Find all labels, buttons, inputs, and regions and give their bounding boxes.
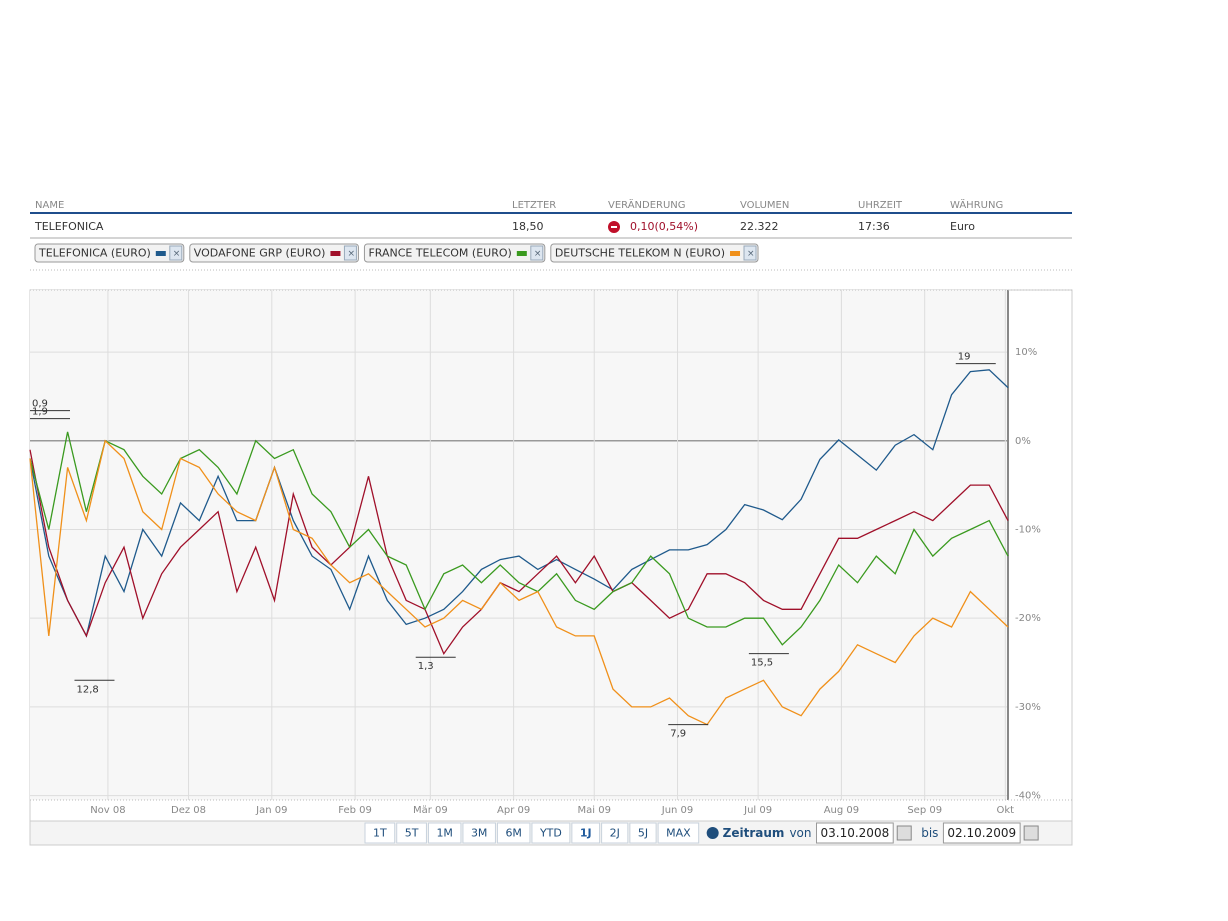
range-label: Zeitraum: [723, 826, 785, 840]
period-label: 5J: [638, 827, 648, 840]
from-label: von: [789, 826, 811, 840]
y-tick-label: -10%: [1015, 524, 1041, 535]
legend-swatch: [730, 251, 741, 256]
period-button[interactable]: [496, 822, 531, 844]
x-tick-label: Feb 09: [338, 805, 372, 816]
y-tick-label: -40%: [1015, 791, 1041, 802]
stock-name: TELEFONICA: [34, 220, 104, 233]
legend-swatch: [155, 251, 166, 256]
legend-close[interactable]: [530, 245, 544, 261]
period-label: 3M: [471, 827, 488, 840]
legend-chip[interactable]: [550, 243, 759, 263]
period-label: 6M: [505, 827, 522, 840]
column-header: LETZTER: [512, 200, 556, 211]
period-button[interactable]: [601, 822, 629, 844]
column-header: VOLUMEN: [740, 200, 789, 211]
annotation: 0,9: [32, 399, 48, 410]
legend-close-x: ×: [173, 249, 181, 259]
period-label: YTD: [539, 827, 562, 840]
legend-close[interactable]: [743, 245, 757, 261]
period-button[interactable]: [629, 822, 657, 844]
calendar-button[interactable]: [1023, 825, 1039, 841]
y-tick-label: -30%: [1015, 702, 1041, 713]
x-tick-label: Nov 08: [90, 805, 125, 816]
period-button[interactable]: [427, 822, 462, 844]
legend-chip[interactable]: [34, 243, 185, 263]
to-label: bis: [921, 826, 938, 840]
period-button[interactable]: [531, 822, 571, 844]
x-tick-label: Aug 09: [824, 805, 859, 816]
annotation: 19: [958, 352, 971, 363]
series-line: [29, 431, 1009, 646]
x-tick-label: Sep 09: [907, 805, 942, 816]
legend-close-x: ×: [747, 249, 755, 259]
date-value: 02.10.2009: [947, 826, 1016, 840]
column-header: VERÄNDERUNG: [608, 198, 686, 211]
legend-close[interactable]: [169, 245, 183, 261]
legend-chip[interactable]: [363, 243, 546, 263]
y-tick-label: 0%: [1015, 436, 1031, 447]
x-tick-label: Okt: [997, 805, 1015, 816]
period-label: 1M: [436, 827, 453, 840]
period-button[interactable]: [364, 822, 396, 844]
legend-label: FRANCE TELECOM (EURO): [368, 247, 511, 260]
legend-chip[interactable]: [189, 243, 359, 263]
date-input[interactable]: [816, 822, 894, 844]
x-tick-label: Jan 09: [255, 805, 287, 816]
period-button[interactable]: [571, 822, 601, 844]
x-tick-label: Mär 09: [413, 805, 448, 816]
period-label: MAX: [666, 827, 691, 840]
period-button[interactable]: [396, 822, 427, 844]
series-line: [29, 439, 1009, 726]
x-tick-label: Apr 09: [497, 805, 530, 816]
annotation: 7,9: [670, 729, 686, 740]
date-input[interactable]: [942, 822, 1021, 844]
cell: 22.322: [740, 220, 779, 233]
x-tick-label: Jul 09: [743, 805, 772, 816]
cell: Euro: [950, 220, 975, 233]
x-tick-label: Mai 09: [578, 805, 611, 816]
legend-close[interactable]: [343, 245, 357, 261]
column-header: NAME: [35, 200, 64, 211]
series-line: [29, 449, 1009, 656]
x-tick-label: Dez 08: [171, 805, 206, 816]
period-label: 1T: [373, 827, 387, 840]
annotation: 12,8: [76, 684, 98, 695]
legend-swatch: [330, 251, 341, 256]
series-line: [29, 369, 1009, 638]
legend-label: VODAFONE GRP (EURO): [194, 247, 326, 260]
y-tick-label: -20%: [1015, 613, 1041, 624]
date-value: 03.10.2008: [821, 826, 890, 840]
legend-close-x: ×: [534, 249, 542, 259]
period-label: 1J: [580, 827, 592, 840]
period-label: 2J: [610, 827, 620, 840]
column-header: WÄHRUNG: [950, 198, 1003, 211]
period-button[interactable]: [462, 822, 496, 844]
legend-label: DEUTSCHE TELEKOM N (EURO): [555, 247, 725, 260]
x-tick-label: Jun 09: [661, 805, 694, 816]
plot-area: [30, 290, 1008, 800]
legend-swatch: [516, 251, 527, 256]
annotation: 15,5: [751, 658, 773, 669]
period-button[interactable]: [657, 822, 700, 844]
legend-label: TELEFONICA (EURO): [38, 247, 151, 260]
annotation: 1,9: [32, 407, 48, 418]
period-label: 5T: [405, 827, 419, 840]
cell: 0,10(0,54%): [630, 220, 698, 233]
annotation: 1,3: [418, 661, 434, 672]
cell: 17:36: [858, 220, 890, 233]
calendar-button[interactable]: [896, 825, 912, 841]
column-header: UHRZEIT: [858, 200, 903, 211]
legend-close-x: ×: [347, 249, 355, 259]
cell: 18,50: [512, 220, 544, 233]
range-icon: [706, 827, 719, 839]
y-tick-label: 10%: [1015, 347, 1037, 358]
